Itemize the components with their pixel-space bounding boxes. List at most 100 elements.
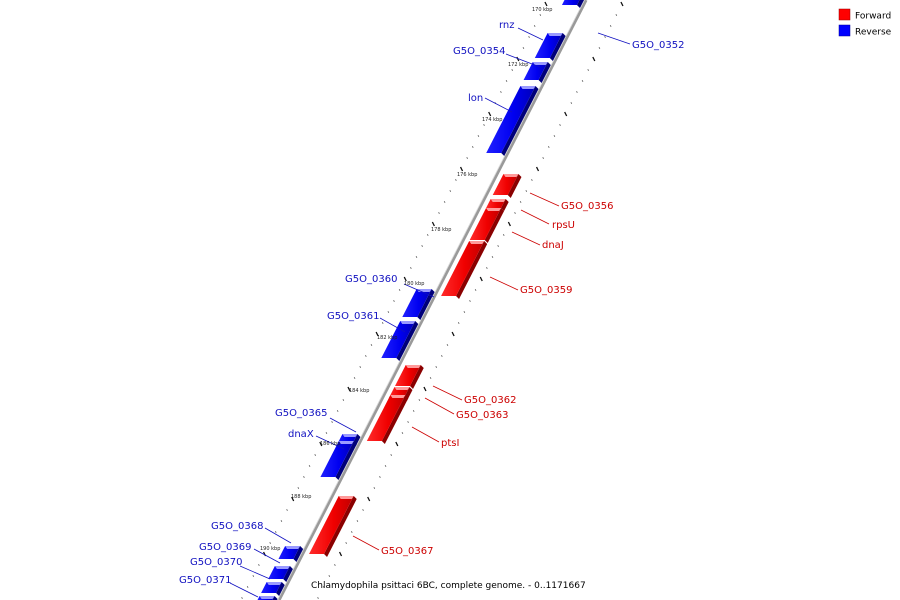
tick-dot xyxy=(269,541,271,545)
label-connector xyxy=(484,97,513,113)
gene-block-body xyxy=(402,289,432,317)
tick-dot xyxy=(338,551,343,557)
gene-block[interactable] xyxy=(394,365,424,389)
label-connector xyxy=(489,276,519,291)
tick-dot xyxy=(446,343,449,347)
gene-block[interactable] xyxy=(320,441,357,480)
gene-block-body xyxy=(469,208,502,240)
tick-dot xyxy=(398,288,401,292)
gene-block-body xyxy=(561,0,580,5)
gene-block[interactable] xyxy=(309,496,357,557)
gene-label-g5o-0356[interactable]: G5O_0356 xyxy=(561,201,613,212)
gene-block[interactable] xyxy=(523,62,551,83)
tick-dot xyxy=(291,496,295,502)
kbp-labels: 170 kbp 172 kbp 174 kbp 176 kbp 178 kbp … xyxy=(260,7,552,552)
gene-label-g5o-0367[interactable]: G5O_0367 xyxy=(381,546,433,557)
gene-block-body xyxy=(523,62,548,80)
gene-label-g5o-0361[interactable]: G5O_0361 xyxy=(327,311,379,322)
gene-label-lon[interactable]: lon xyxy=(468,93,483,104)
tick-dot xyxy=(474,288,477,292)
kbp-label: 190 kbp xyxy=(260,546,280,552)
gene-block[interactable] xyxy=(486,199,509,211)
gene-block-body xyxy=(320,441,354,477)
tick-dot xyxy=(252,574,255,578)
gene-block[interactable] xyxy=(257,596,278,600)
gene-block[interactable] xyxy=(366,395,409,444)
gene-label-rpsu[interactable]: rpsU xyxy=(552,220,575,231)
gene-block-highlight xyxy=(503,174,519,177)
tick-dot xyxy=(375,331,379,337)
tick-dot xyxy=(479,276,483,282)
tick-dot xyxy=(274,530,277,534)
tick-dot xyxy=(373,486,376,490)
gene-label-g5o-0352[interactable]: G5O_0352 xyxy=(632,40,684,51)
tick-dot xyxy=(615,13,618,17)
gene-block-edge xyxy=(501,86,539,156)
gene-block-body xyxy=(394,365,421,386)
tick-dot xyxy=(500,90,502,94)
gene-label-g5o-0360[interactable]: G5O_0360 xyxy=(345,274,397,285)
legend-label-reverse: Reverse xyxy=(855,28,892,38)
gene-label-g5o-0362[interactable]: G5O_0362 xyxy=(464,395,516,406)
tick-dot xyxy=(438,211,440,215)
label-connector xyxy=(511,231,541,246)
gene-label-g5o-0371[interactable]: G5O_0371 xyxy=(179,575,231,586)
gene-block[interactable] xyxy=(486,86,539,156)
tick-dot xyxy=(367,496,371,502)
tick-dot xyxy=(365,354,367,358)
gene-block[interactable] xyxy=(381,321,419,361)
tick-dot xyxy=(431,221,435,227)
gene-label-dnax[interactable]: dnaX xyxy=(288,429,314,440)
tick-dot xyxy=(522,46,525,50)
tick-dot xyxy=(362,508,364,512)
tick-dot xyxy=(576,90,578,94)
kbp-label: 170 kbp xyxy=(532,7,552,13)
gene-block-highlight xyxy=(274,566,290,569)
gene-label-g5o-0359[interactable]: G5O_0359 xyxy=(520,285,572,296)
gene-label-g5o-0354[interactable]: G5O_0354 xyxy=(453,46,505,57)
tick-dot xyxy=(356,519,359,523)
gene-label-ptsi[interactable]: ptsI xyxy=(441,438,459,449)
gene-label-g5o-0363[interactable]: G5O_0363 xyxy=(456,410,508,421)
gene-block[interactable] xyxy=(261,582,285,596)
gene-label-g5o-0368[interactable]: G5O_0368 xyxy=(211,521,263,532)
gene-block[interactable] xyxy=(469,208,505,243)
tick-dot xyxy=(483,123,485,127)
gene-block[interactable] xyxy=(534,33,566,61)
gene-label-g5o-0365[interactable]: G5O_0365 xyxy=(275,408,327,419)
gene-block-body xyxy=(309,496,354,554)
gene-block[interactable] xyxy=(561,0,585,8)
gene-block[interactable] xyxy=(441,241,488,299)
gene-block-edge xyxy=(396,321,419,361)
gene-label-rnz[interactable]: rnz xyxy=(499,20,515,31)
tick-dot xyxy=(516,56,520,62)
gene-block-body xyxy=(534,33,563,58)
gene-block[interactable] xyxy=(278,546,304,562)
tick-dot xyxy=(514,211,516,215)
gene-block-highlight xyxy=(547,33,563,36)
gene-block[interactable] xyxy=(492,174,522,198)
tick-dot xyxy=(564,111,568,117)
label-connector xyxy=(505,53,541,68)
gene-label-dnaj[interactable]: dnaJ xyxy=(542,240,564,251)
tick-dot xyxy=(505,79,508,83)
label-connector xyxy=(529,192,560,207)
label-connector xyxy=(517,27,544,41)
gene-block-highlight xyxy=(338,441,354,444)
gene-block-edge xyxy=(417,289,435,320)
tick-dot xyxy=(390,453,392,457)
tick-dot xyxy=(469,299,471,303)
gene-block-edge xyxy=(501,199,509,211)
tick-dot xyxy=(553,134,556,138)
tick-dot xyxy=(280,519,283,523)
label-connector xyxy=(253,548,281,564)
tick-dot xyxy=(511,68,513,72)
tick-dot xyxy=(331,420,333,424)
gene-block[interactable] xyxy=(268,566,293,582)
gene-block-highlight xyxy=(285,546,301,549)
tick-dot xyxy=(471,145,474,149)
gene-label-g5o-0369[interactable]: G5O_0369 xyxy=(199,542,251,553)
gene-label-g5o-0370[interactable]: G5O_0370 xyxy=(190,557,242,568)
tick-dot xyxy=(359,365,362,369)
